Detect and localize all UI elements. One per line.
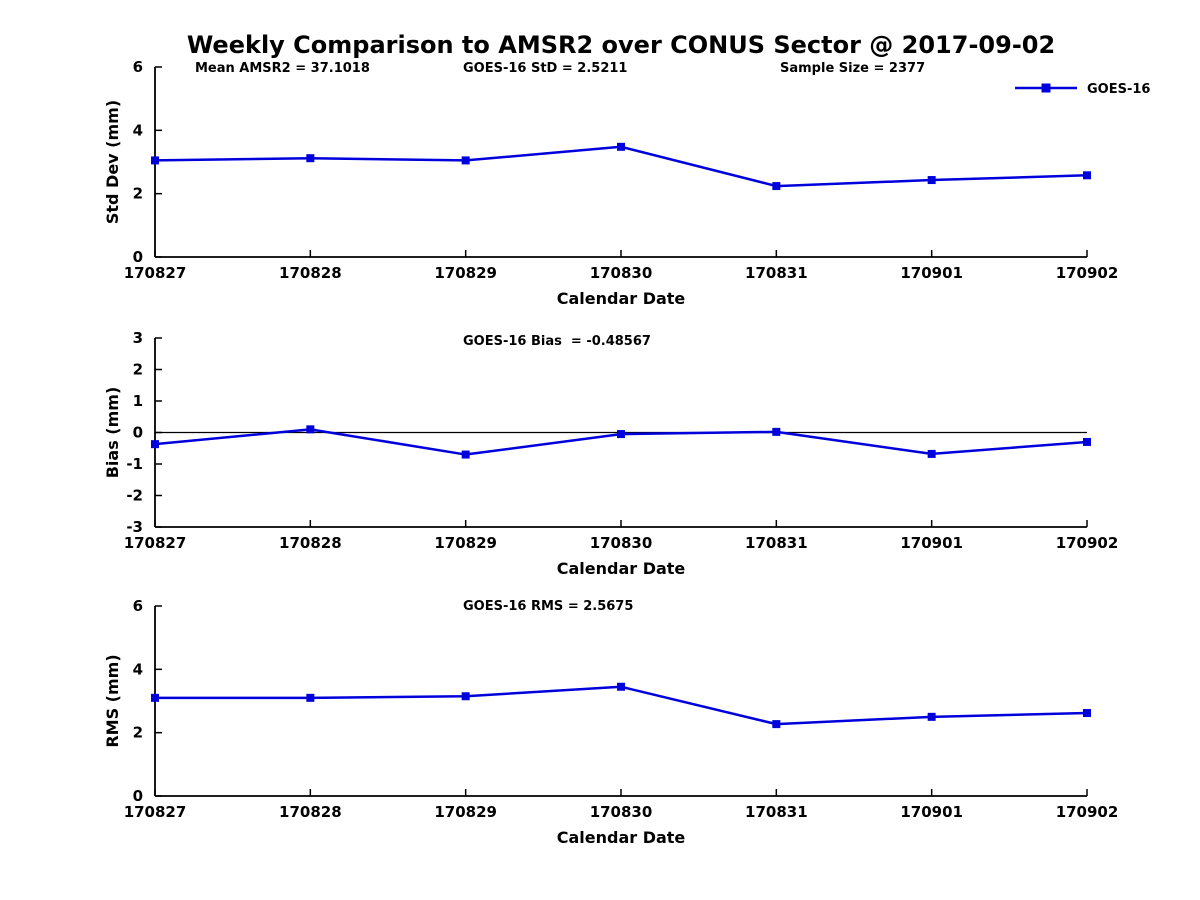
data-point-marker [461,692,470,701]
x-tick-label: 170828 [279,264,342,282]
data-point-marker [1083,437,1091,446]
annotation-goes16-bias: GOES-16 Bias = -0.48567 [463,334,651,349]
y-tick-label: 0 [133,787,143,805]
y-tick-label: 0 [133,248,143,266]
x-tick-label: 170831 [745,264,808,282]
y-tick-label: 2 [133,724,143,742]
data-point-marker [461,156,470,165]
data-point-marker [151,693,159,702]
x-tick-label: 170827 [124,534,187,552]
x-tick-label: 170902 [1056,264,1119,282]
x-axis-label: Calendar Date [557,559,686,578]
y-tick-label: 0 [133,424,143,442]
y-tick-label: 6 [133,597,143,615]
y-tick-label: -1 [126,455,143,473]
data-line-goes-16 [154,145,1088,188]
x-tick-label: 170827 [124,264,187,282]
y-axis-label: RMS (mm) [103,654,122,747]
data-line-goes-16 [155,685,1088,726]
annotation-goes16-rms: GOES-16 RMS = 2.5675 [463,599,633,614]
annotation-sample-size: Sample Size = 2377 [780,61,925,76]
x-tick-label: 170827 [124,803,187,821]
x-tick-label: 170829 [434,534,497,552]
x-tick-label: 170902 [1056,534,1119,552]
data-point-marker [772,182,781,191]
data-point-marker [1083,171,1091,180]
data-point-marker [772,427,781,436]
x-tick-label: 170902 [1056,803,1119,821]
data-point-marker [306,425,315,434]
y-tick-label: 6 [133,58,143,76]
data-point-marker [927,449,936,458]
x-tick-label: 170828 [279,803,342,821]
legend-label-goes-16: GOES-16 [1087,82,1150,97]
x-axis-label: Calendar Date [557,289,686,308]
data-point-marker [927,712,936,721]
y-tick-label: -3 [126,518,143,536]
y-tick-label: 2 [133,185,143,203]
data-point-marker [151,440,159,449]
data-point-marker [1083,709,1091,718]
x-tick-label: 170830 [590,264,653,282]
x-tick-label: 170901 [900,264,963,282]
data-point-marker [617,142,625,151]
x-tick-label: 170829 [434,803,497,821]
x-tick-label: 170831 [745,534,808,552]
chart-bias: -3 -2 -1 0 1 2 3 170827 170828 170829 170830 170831… [103,329,1118,578]
legend-marker [1041,83,1051,93]
y-tick-label: 1 [133,392,143,410]
y-axis-label: Std Dev (mm) [103,100,122,224]
y-tick-label: 2 [133,361,143,379]
x-tick-label: 170901 [900,534,963,552]
legend: GOES-16 [1015,82,1150,97]
chart-std-dev: 0 2 4 6 170827 170828 170829 170830 170831 170901… [103,58,1118,308]
y-tick-label: 4 [133,121,143,139]
annotation-mean-amsr2: Mean AMSR2 = 37.1018 [195,61,370,76]
x-axis-label: Calendar Date [557,828,686,847]
data-point-marker [927,176,936,185]
x-tick-label: 170901 [900,803,963,821]
y-axis-label: Bias (mm) [103,387,122,479]
x-tick-label: 170830 [590,803,653,821]
x-tick-label: 170829 [434,264,497,282]
data-point-marker [306,693,315,702]
data-point-marker [461,450,470,459]
figure-title: Weekly Comparison to AMSR2 over CONUS Se… [187,31,1055,59]
x-tick-label: 170831 [745,803,808,821]
x-tick-label: 170830 [590,534,653,552]
data-point-marker [772,720,781,729]
y-tick-label: 4 [133,660,143,678]
annotation-goes16-std: GOES-16 StD = 2.5211 [463,61,627,76]
y-tick-label: 3 [133,329,143,347]
data-point-marker [306,154,315,163]
chart-rms: 0 2 4 6 170827 170828 170829 170830 170831 170901… [103,597,1118,847]
data-point-marker [617,430,625,439]
data-point-marker [617,682,625,691]
y-tick-label: -2 [126,487,143,505]
data-point-marker [151,156,159,165]
x-tick-label: 170828 [279,534,342,552]
